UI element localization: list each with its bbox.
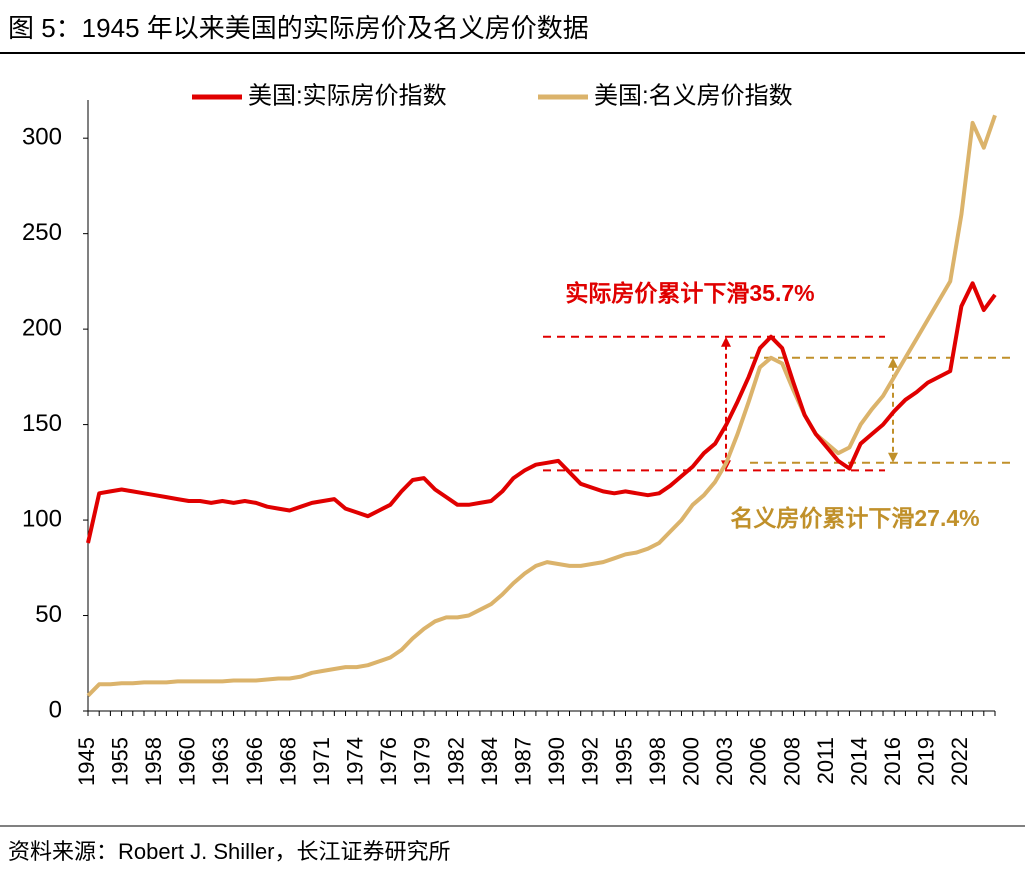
x-tick-label: 1982 <box>443 737 468 786</box>
x-tick-label: 1958 <box>141 737 166 786</box>
series-line <box>86 114 997 698</box>
x-tick-label: 1974 <box>343 737 368 786</box>
x-tick-label: 1966 <box>242 737 267 786</box>
x-tick-label: 2003 <box>712 737 737 786</box>
x-tick-label: 1998 <box>645 737 670 786</box>
y-tick-label: 100 <box>22 505 62 532</box>
y-tick-label: 300 <box>22 124 62 151</box>
legend-label: 美国:名义房价指数 <box>594 82 793 109</box>
arrow-head <box>888 357 898 368</box>
x-tick-label: 2006 <box>746 737 771 786</box>
y-tick-label: 200 <box>22 314 62 341</box>
x-tick-label: 1945 <box>74 737 99 786</box>
x-tick-label: 2000 <box>678 737 703 786</box>
y-tick-label: 0 <box>49 696 62 723</box>
x-tick-label: 1971 <box>309 737 334 786</box>
annotation-text: 名义房价累计下滑27.4% <box>730 505 979 531</box>
chart-title: 图 5：1945 年以来美国的实际房价及名义房价数据 <box>8 13 589 43</box>
x-tick-label: 1963 <box>208 737 233 786</box>
x-tick-label: 2022 <box>947 737 972 786</box>
arrow-head <box>888 452 898 463</box>
source: 资料来源：Robert J. Shiller，长江证券研究所 <box>8 839 451 864</box>
x-tick-label: 2016 <box>880 737 905 786</box>
x-tick-label: 1979 <box>410 737 435 786</box>
x-tick-label: 1984 <box>477 737 502 786</box>
series-line <box>86 281 997 544</box>
arrow-head <box>721 336 731 347</box>
x-tick-label: 1992 <box>578 737 603 786</box>
annotation-text: 实际房价累计下滑35.7% <box>565 280 814 306</box>
x-tick-label: 2011 <box>813 737 838 784</box>
x-tick-label: 1990 <box>544 737 569 786</box>
x-tick-label: 1995 <box>611 737 636 786</box>
x-tick-label: 2019 <box>914 737 939 786</box>
y-tick-label: 250 <box>22 219 62 246</box>
x-tick-label: 1955 <box>107 737 132 786</box>
x-tick-label: 1987 <box>511 737 536 786</box>
x-tick-label: 1960 <box>175 737 200 786</box>
legend-label: 美国:实际房价指数 <box>248 82 447 109</box>
y-tick-label: 50 <box>35 601 62 628</box>
x-tick-label: 2008 <box>779 737 804 786</box>
x-tick-label: 1976 <box>376 737 401 786</box>
y-tick-label: 150 <box>22 410 62 437</box>
x-tick-label: 2014 <box>846 737 871 786</box>
x-tick-label: 1968 <box>275 737 300 786</box>
